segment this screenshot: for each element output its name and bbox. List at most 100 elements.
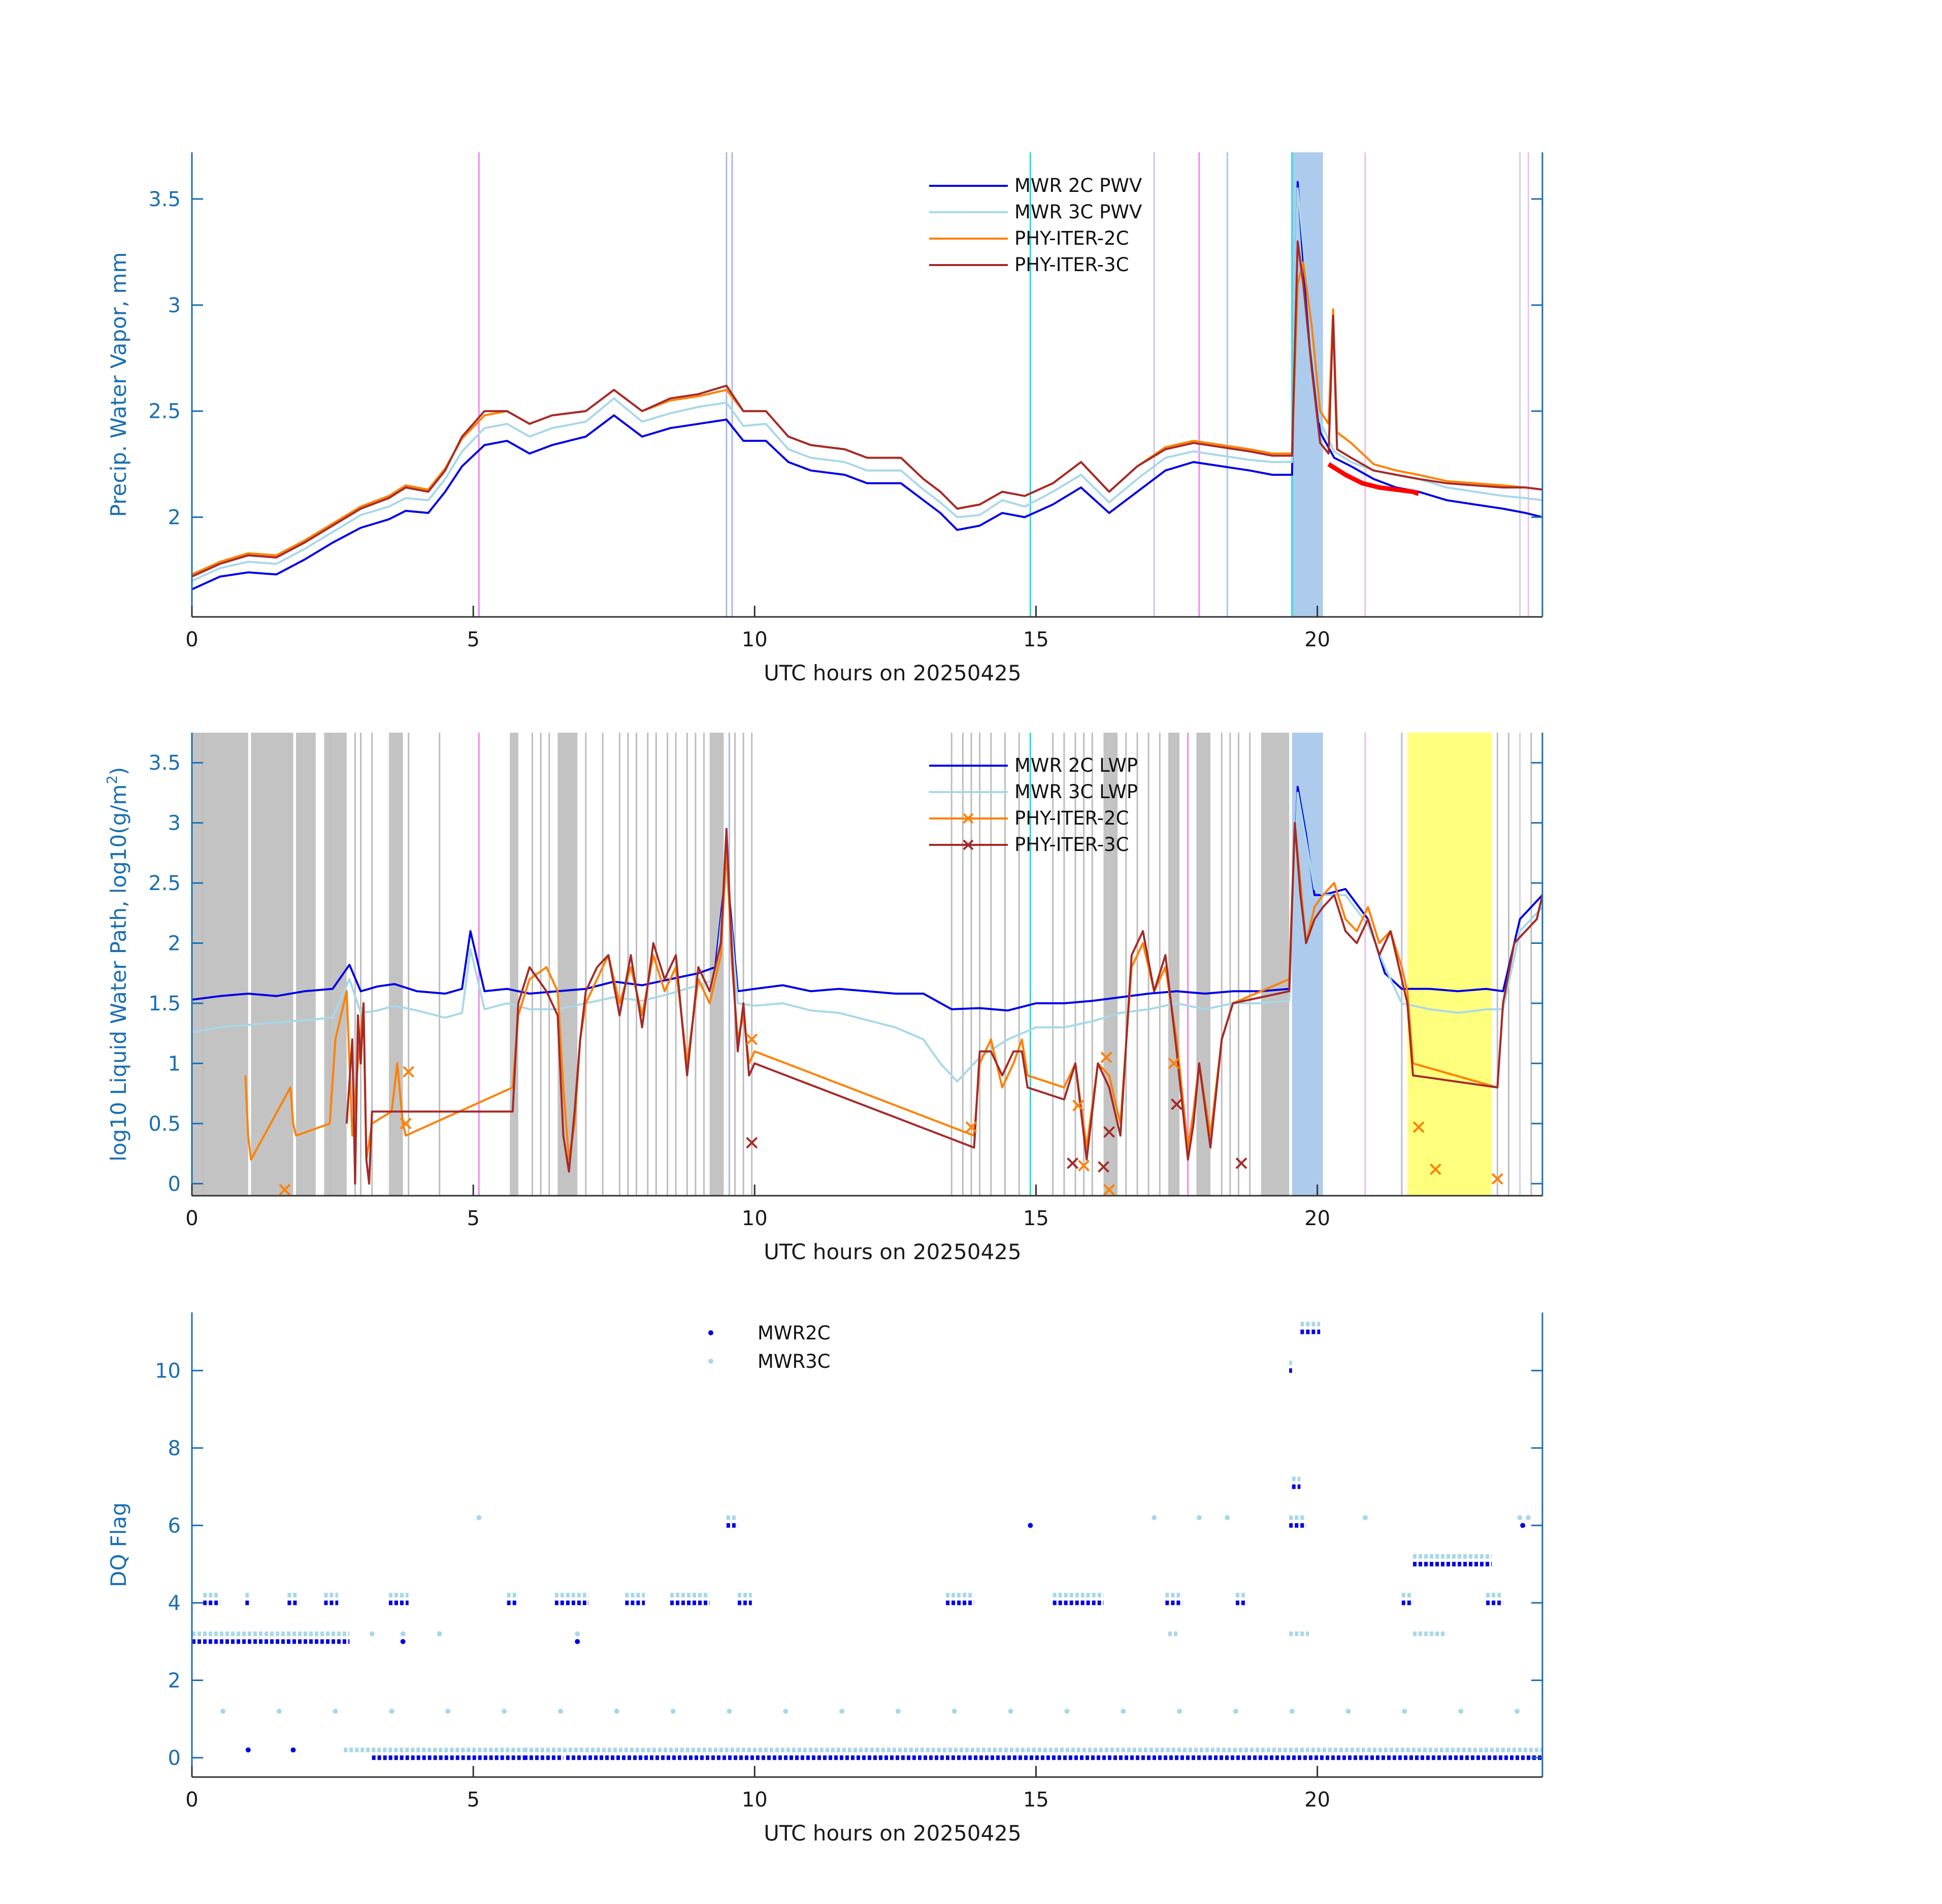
flag-point-mwr3c (1345, 1709, 1351, 1714)
x-axis-label: UTC hours on 20250425 (764, 1239, 1022, 1264)
x-tick-label: 20 (1304, 1788, 1330, 1812)
flag-point-mwr3c (951, 1709, 957, 1714)
y-tick-label: 10 (155, 1359, 181, 1383)
shaded-span (510, 733, 518, 1196)
y-tick-label: 8 (168, 1437, 181, 1460)
y-axis-label: Precip. Water Vapor, mm (106, 252, 131, 517)
flag-point-mwr2c (400, 1639, 406, 1645)
shaded-span (296, 733, 316, 1196)
y-tick-label: 2 (168, 1669, 181, 1692)
shaded-span (251, 733, 293, 1196)
flag-point-mwr3c (476, 1515, 482, 1521)
x-marker-phy3c (1098, 1161, 1109, 1173)
x-marker-phy2c (1103, 1184, 1115, 1196)
x-tick-label: 0 (185, 1788, 198, 1812)
shaded-span (1168, 733, 1180, 1196)
series-line-phy2c (244, 822, 1542, 1161)
flag-point-mwr3c (670, 1709, 676, 1714)
x-tick-label: 20 (1304, 1207, 1330, 1230)
x-tick-label: 15 (1023, 1788, 1049, 1812)
y-tick-label: 0 (168, 1747, 181, 1770)
legend-marker-mwr3c (708, 1359, 713, 1364)
legend-marker-mwr2c (708, 1330, 713, 1335)
series-line-badpwv (1327, 462, 1420, 496)
flag-point-mwr3c (1515, 1709, 1520, 1714)
y-tick-label: 3 (168, 812, 181, 835)
y-tick-label: 2.5 (148, 872, 181, 895)
x-tick-label: 15 (1023, 628, 1049, 651)
flag-point-mwr3c (369, 1631, 375, 1636)
y-axis-label: log10 Liquid Water Path, log10(g/m2) (104, 767, 131, 1161)
flag-point-mwr3c (1526, 1515, 1531, 1521)
flag-point-mwr3c (1362, 1515, 1368, 1521)
flag-point-mwr3c (389, 1709, 394, 1714)
flag-point-mwr3c (445, 1709, 451, 1714)
flag-point-mwr3c (1458, 1709, 1464, 1714)
x-marker-phy2c (1078, 1160, 1090, 1172)
y-axis-label-sup: 2 (104, 775, 120, 784)
flag-point-mwr3c (1177, 1709, 1182, 1714)
y-tick-label: 4 (168, 1592, 181, 1615)
y-tick-label: 0 (168, 1172, 181, 1196)
x-tick-label: 10 (742, 628, 768, 651)
shaded-span (1103, 733, 1118, 1196)
y-axis-label-end: ) (106, 767, 131, 775)
x-tick-label: 15 (1023, 1207, 1049, 1230)
shaded-span (192, 733, 248, 1196)
legend-label-phy2c: PHY-ITER-2C (1014, 227, 1129, 249)
flag-point-mwr3c (557, 1709, 563, 1714)
flag-point-mwr2c (290, 1747, 296, 1753)
y-tick-label: 6 (168, 1514, 181, 1537)
series-line-phy3c (345, 822, 1542, 1185)
dq-flag-panel: 0 5 10 15 20 0 2 4 6 8 10 UTC hours on 20250425 DQ F… (106, 1312, 1543, 1846)
y-tick-label: 3 (168, 294, 181, 317)
x-tick-label: 5 (467, 1788, 479, 1812)
plot-area (192, 733, 1542, 1196)
plot-area (192, 1322, 1542, 1760)
flag-point-mwr3c (1008, 1709, 1013, 1714)
x-marker-phy2c (1168, 1058, 1180, 1069)
flag-point-mwr3c (1151, 1515, 1157, 1521)
legend-x-marker (963, 813, 974, 824)
x-marker-phy2c (1491, 1173, 1503, 1185)
x-marker-phy2c (1412, 1121, 1425, 1133)
legend-label-phy3c: PHY-ITER-3C (1014, 834, 1129, 856)
flag-point-mwr3c (333, 1709, 338, 1714)
x-tick-label: 10 (742, 1788, 768, 1812)
shaded-span (324, 733, 347, 1196)
shaded-span (388, 733, 403, 1196)
y-tick-label: 2.5 (148, 400, 181, 423)
legend-x-marker (963, 839, 974, 850)
legend-label-mwr3c: MWR3C (758, 1351, 831, 1372)
flag-point-mwr3c (502, 1709, 507, 1714)
flag-point-mwr2c (575, 1639, 580, 1645)
y-tick-label: 2 (168, 506, 181, 530)
flag-point-mwr3c (400, 1631, 406, 1636)
legend-label-mwr2c: MWR2C (758, 1322, 831, 1344)
x-tick-label: 0 (185, 628, 198, 651)
y-tick-label: 0.5 (148, 1112, 181, 1136)
flag-point-mwr3c (1121, 1709, 1126, 1714)
x-axis-label: UTC hours on 20250425 (764, 661, 1022, 685)
flag-point-mwr3c (839, 1709, 845, 1714)
x-tick-label: 20 (1304, 628, 1330, 651)
x-tick-label: 0 (185, 1207, 198, 1230)
y-tick-label: 2 (168, 932, 181, 956)
shaded-span (1407, 733, 1492, 1196)
x-marker-phy3c (1171, 1098, 1182, 1110)
flag-point-mwr3c (614, 1709, 619, 1714)
series-line-phy3c (192, 240, 1542, 578)
flag-point-mwr2c (245, 1747, 251, 1753)
flag-point-mwr3c (575, 1631, 580, 1636)
flag-point-mwr3c (1517, 1515, 1523, 1521)
x-marker-phy2c (965, 1121, 977, 1133)
flag-point-mwr3c (1233, 1709, 1238, 1714)
x-tick-label: 10 (742, 1207, 768, 1230)
x-marker-phy2c (1430, 1163, 1441, 1175)
legend-label-mwr2c: MWR 2C PWV (1014, 175, 1142, 196)
flag-point-mwr3c (1225, 1515, 1230, 1521)
x-marker-phy2c (279, 1184, 291, 1196)
legend-label-phy3c: PHY-ITER-3C (1014, 254, 1129, 276)
lwp-panel: 0 5 10 15 20 0 0.5 1 1.5 2 2.5 3 3.5 UTC hours on 202… (104, 733, 1543, 1264)
